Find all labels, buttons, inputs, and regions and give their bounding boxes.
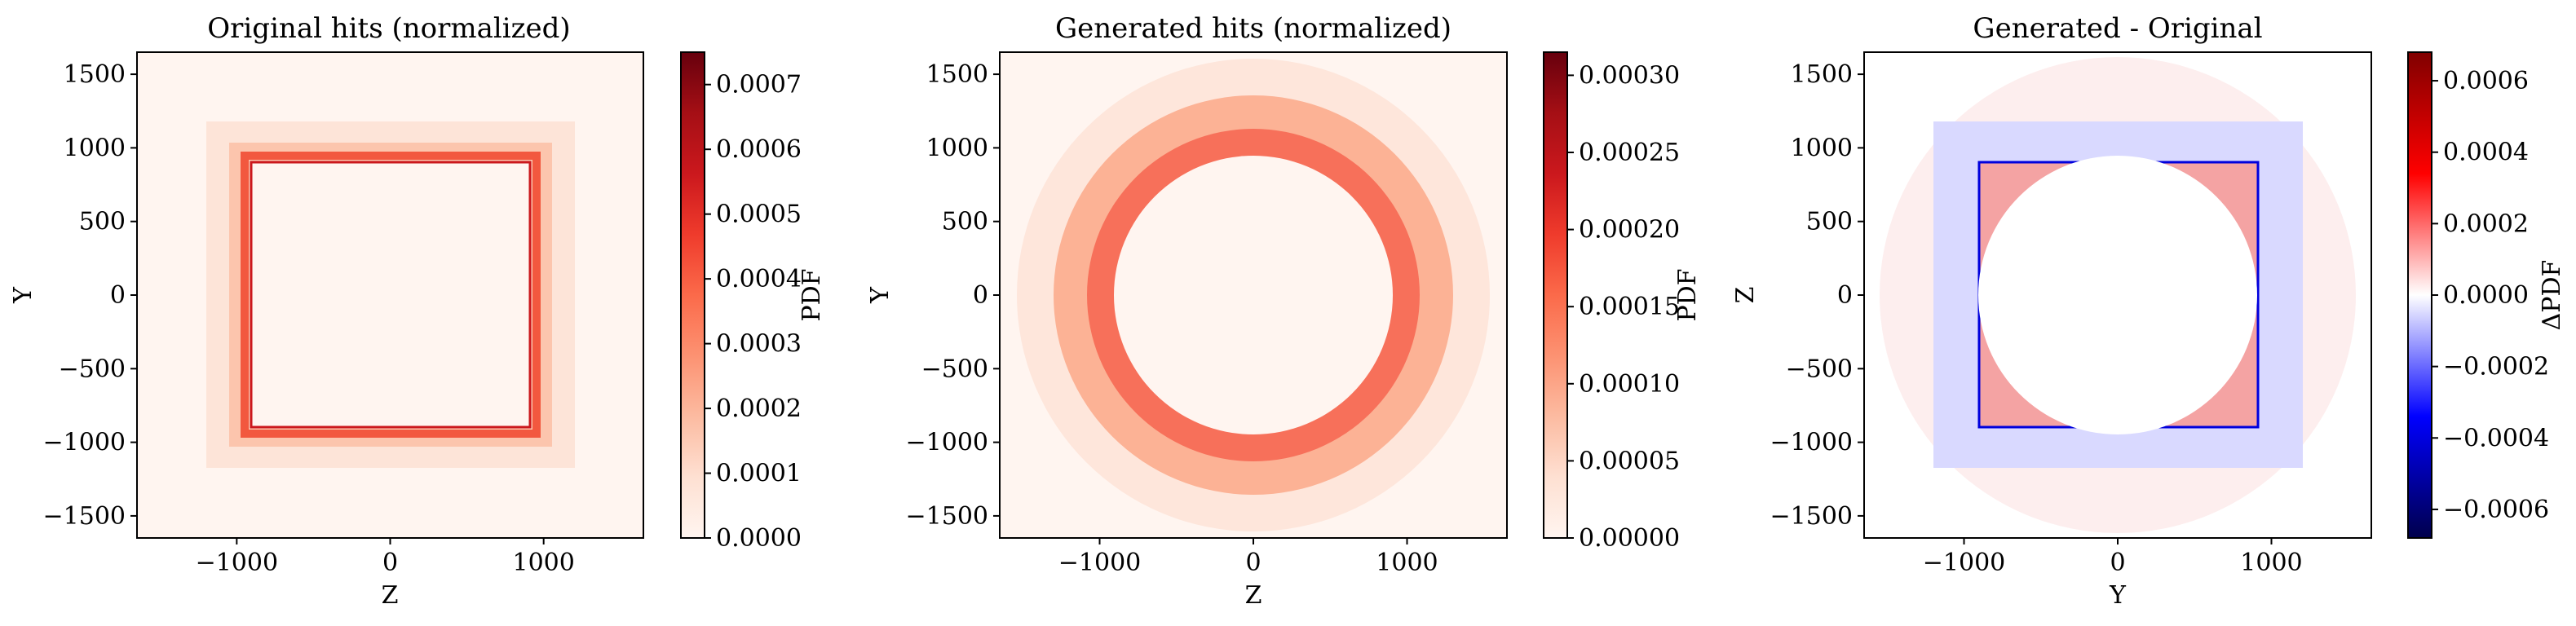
chart-panel-original: Original hits (normalized) Z Y PDF (9, 12, 826, 610)
y-tick-label: −500 (59, 355, 126, 383)
colorbar-tick-label: 0.0004 (2443, 139, 2529, 167)
y-tick-label: −500 (1786, 355, 1853, 383)
colorbar-tick-label: 0.0005 (716, 201, 802, 229)
x-tick-label: 0 (382, 549, 398, 577)
x-axis-label: Z (382, 581, 399, 610)
colorbar-tick-label: 0.0000 (716, 524, 802, 553)
y-tick-label: −500 (921, 355, 988, 383)
colorbar-tick-label: 0.0002 (716, 395, 802, 423)
colorbar-tick-label: 0.00010 (1579, 370, 1680, 399)
x-axis-label: Z (1245, 581, 1262, 610)
y-axis-label: Y (9, 286, 38, 304)
heatmap-image (137, 52, 643, 538)
chart-title: Generated hits (normalized) (1055, 12, 1451, 45)
heatmap-image (1864, 52, 2371, 538)
y-tick-label: 1500 (926, 60, 988, 89)
y-tick-label: 1000 (926, 134, 988, 162)
colorbar-tick-label: 0.0000 (2443, 281, 2529, 310)
x-tick-label: 1000 (2240, 549, 2302, 577)
chart-title: Generated - Original (1973, 12, 2262, 45)
y-tick-label: −1000 (1770, 429, 1853, 457)
y-tick-label: 500 (1806, 208, 1853, 236)
colorbar-tick-label: −0.0002 (2443, 353, 2549, 381)
colorbar: PDF (680, 51, 826, 539)
colorbar-tick-label: 0.0003 (716, 330, 802, 359)
colorbar-tick-label: 0.0006 (716, 135, 802, 164)
colorbar-gradient (680, 51, 705, 539)
detector-edge-band (241, 152, 541, 438)
colorbar-tick-label: 0.0002 (2443, 209, 2529, 238)
y-tick-label: 1500 (1791, 60, 1853, 89)
colorbar-tick-label: 0.00005 (1579, 447, 1680, 475)
empty-center (1978, 156, 2257, 434)
y-tick-label: 500 (942, 208, 988, 236)
x-tick-label: 1000 (513, 549, 575, 577)
y-tick-label: 1500 (64, 60, 126, 89)
y-tick-label: −1000 (43, 429, 126, 457)
colorbar-tick-label: −0.0004 (2443, 424, 2549, 452)
colorbar-tick-label: 0.0007 (716, 71, 802, 99)
y-tick-label: 0 (973, 281, 988, 310)
colorbar-tick-label: 0.00025 (1579, 139, 1680, 167)
heatmap-image (1000, 52, 1507, 538)
chart-panel-difference: Generated - Original Y Z ΔPDF (1731, 12, 2566, 610)
x-tick-label: 0 (2110, 549, 2125, 577)
y-tick-label: 0 (1837, 281, 1853, 310)
y-tick-label: 1000 (1791, 134, 1853, 162)
colorbar-gradient (2407, 51, 2432, 539)
y-axis-label: Y (866, 286, 895, 304)
x-tick-label: −1000 (1058, 549, 1141, 577)
y-tick-label: 0 (110, 281, 126, 310)
colorbar-tick-label: 0.00030 (1579, 61, 1680, 90)
colorbar-tick-label: 0.0004 (716, 265, 802, 293)
y-tick-label: 500 (79, 208, 126, 236)
colorbar-label: PDF (1673, 268, 1702, 321)
detector-hole (251, 162, 530, 427)
y-tick-label: 1000 (64, 134, 126, 162)
chart-panel-generated: Generated hits (normalized) Z Y PDF (866, 12, 1702, 610)
x-tick-label: −1000 (1923, 549, 2005, 577)
colorbar: ΔPDF (2407, 51, 2566, 539)
detector-hole-edge (250, 161, 532, 429)
colorbar-tick-label: 0.00000 (1579, 524, 1680, 553)
tick-marks: −1000 0 1000 1500 1000 500 0 −500 −1000 −1500 0.00… (43, 60, 2550, 577)
x-tick-label: 1000 (1376, 549, 1438, 577)
colorbar-label: ΔPDF (2538, 260, 2566, 331)
y-tick-label: −1500 (906, 502, 988, 531)
y-tick-label: −1500 (1770, 502, 1853, 531)
y-axis-label: Z (1731, 287, 1760, 304)
y-tick-label: −1500 (43, 502, 126, 531)
colorbar-tick-label: 0.0006 (2443, 67, 2529, 95)
x-axis-label: Y (2109, 581, 2127, 610)
colorbar-tick-label: 0.00020 (1579, 216, 1680, 245)
colorbar: PDF (1543, 51, 1702, 539)
chart-title: Original hits (normalized) (207, 12, 570, 45)
y-tick-label: −1000 (906, 429, 988, 457)
colorbar-label: PDF (798, 268, 826, 321)
colorbar-tick-label: −0.0006 (2443, 496, 2549, 524)
colorbar-tick-label: 0.0001 (716, 460, 802, 488)
colorbar-tick-label: 0.00015 (1579, 293, 1680, 321)
annulus-hole (1114, 156, 1393, 434)
x-tick-label: −1000 (196, 549, 278, 577)
colorbar-gradient (1543, 51, 1568, 539)
x-tick-label: 0 (1245, 549, 1261, 577)
